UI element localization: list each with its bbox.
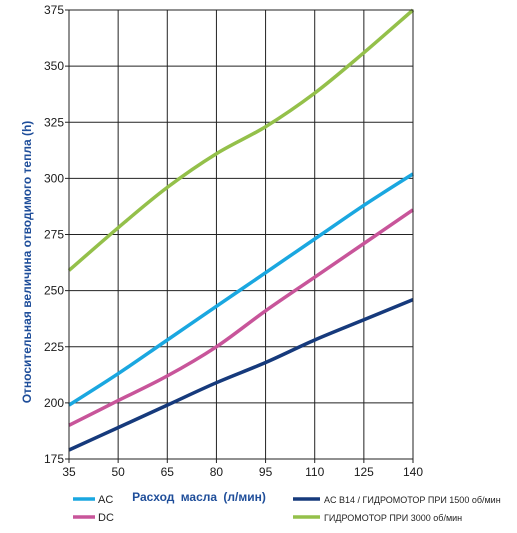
x-axis-title: Расход масла (л/мин) bbox=[132, 490, 266, 504]
legend-label-ac-b14: AC B14 / ГИДРОМОТОР ПРИ 1500 об/мин bbox=[324, 495, 501, 505]
y-tick-label-6: 325 bbox=[44, 115, 64, 129]
legend-label-ac: AC bbox=[98, 494, 113, 506]
x-tick-label-5: 110 bbox=[305, 465, 324, 479]
y-tick-label-8: 375 bbox=[44, 3, 64, 17]
y-tick-label-5: 300 bbox=[44, 171, 64, 185]
y-tick-label-1: 200 bbox=[44, 396, 64, 410]
series-line-dc bbox=[68, 208, 414, 427]
x-tick-label-3: 80 bbox=[210, 465, 224, 479]
legend-item-ac-b14: AC B14 / ГИДРОМОТОР ПРИ 1500 об/мин bbox=[293, 495, 501, 505]
legend-item-dc: DC bbox=[73, 512, 114, 524]
x-tick-label-4: 95 bbox=[259, 465, 273, 479]
series-line-ac-b14 bbox=[68, 297, 414, 452]
data-series bbox=[67, 8, 415, 452]
y-tick-label-0: 175 bbox=[44, 452, 64, 466]
y-tick-label-7: 350 bbox=[44, 59, 64, 73]
series-line-ac bbox=[68, 172, 414, 407]
grid-lines bbox=[68, 9, 414, 460]
x-tick-label-2: 65 bbox=[161, 465, 175, 479]
x-tick-label-0: 35 bbox=[62, 465, 76, 479]
tick-labels: 35 50 65 80 95 110 125 140 175 200 225 250 275 300 325… bbox=[44, 3, 423, 479]
legend-item-ac: AC bbox=[73, 494, 113, 506]
series-line-hydromotor-3000 bbox=[67, 8, 415, 272]
y-tick-label-2: 225 bbox=[44, 340, 64, 354]
x-tick-label-7: 140 bbox=[403, 465, 423, 479]
x-tick-label-1: 50 bbox=[111, 465, 125, 479]
legend-label-hydromotor-3000: ГИДРОМОТОР ПРИ 3000 об/мин bbox=[324, 513, 462, 523]
legend-item-hydromotor-3000: ГИДРОМОТОР ПРИ 3000 об/мин bbox=[293, 513, 462, 523]
legend-label-dc: DC bbox=[98, 512, 114, 524]
legend: AC DC AC B14 / ГИДРОМОТОР ПРИ 1500 об/ми… bbox=[73, 494, 501, 524]
y-axis-title: Относительная величина отводимого тепла … bbox=[20, 121, 34, 404]
y-tick-label-4: 275 bbox=[44, 228, 64, 242]
x-tick-label-6: 125 bbox=[354, 465, 374, 479]
y-tick-label-3: 250 bbox=[44, 284, 64, 298]
